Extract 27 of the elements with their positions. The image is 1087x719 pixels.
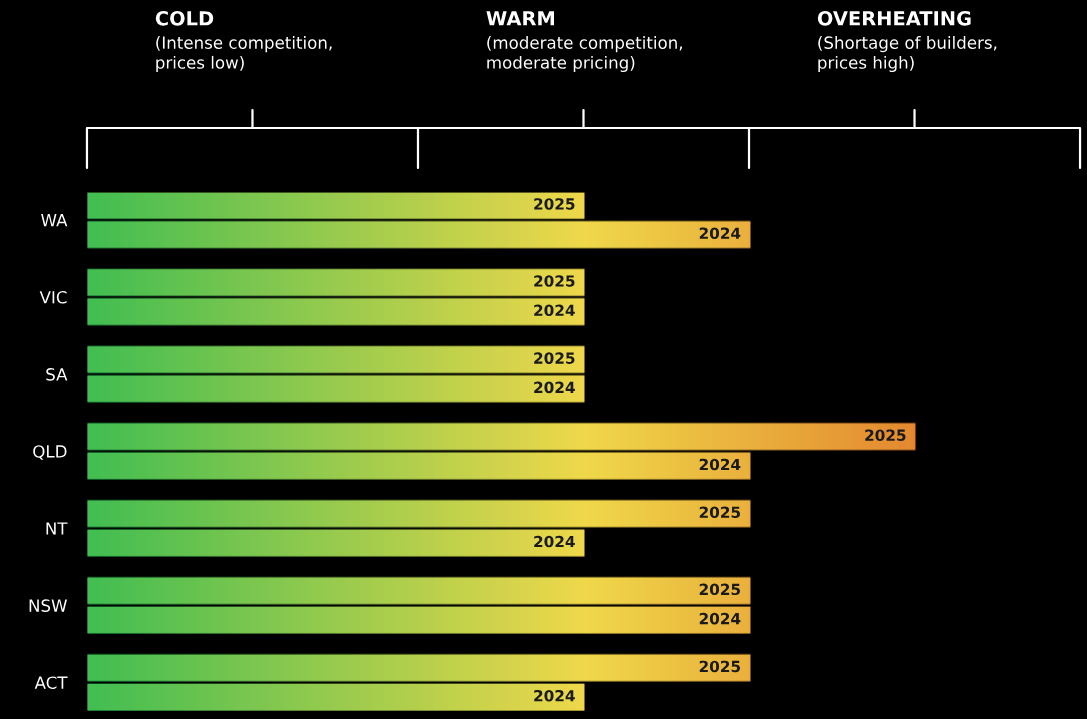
- series-label: 2025: [865, 429, 906, 441]
- series-label: 2024: [534, 304, 575, 317]
- text: 2024: [534, 689, 575, 702]
- text: 2024: [699, 227, 741, 240]
- text: OVERHEATING: [817, 10, 971, 26]
- text: 2025: [534, 275, 575, 287]
- text: 2025: [699, 660, 740, 673]
- text: WARM: [486, 11, 554, 26]
- y-tick-label: VIC: [39, 290, 67, 304]
- text: 2024: [699, 458, 741, 471]
- y-tick-label: WA: [41, 214, 68, 227]
- text: COLD: [155, 10, 214, 26]
- text: 2025: [534, 352, 575, 364]
- text: 2025: [699, 506, 740, 519]
- text: 2024: [699, 612, 741, 625]
- y-tick-label: SA: [46, 368, 68, 381]
- text: (Intense competition, prices low): [156, 36, 332, 73]
- y-tick-label: NT: [46, 522, 68, 535]
- text: (Shortage of builders, prices high): [818, 36, 997, 73]
- text: (moderate competition, moderate pricing): [487, 36, 682, 73]
- y-tick-label: QLD: [33, 445, 67, 460]
- y-tick-label: ACT: [34, 676, 68, 689]
- text: 2025: [699, 583, 740, 596]
- y-tick-label: NSW: [29, 599, 67, 612]
- text: 2024: [534, 535, 575, 548]
- text: 2025: [534, 198, 575, 210]
- text: 2024: [534, 381, 575, 394]
